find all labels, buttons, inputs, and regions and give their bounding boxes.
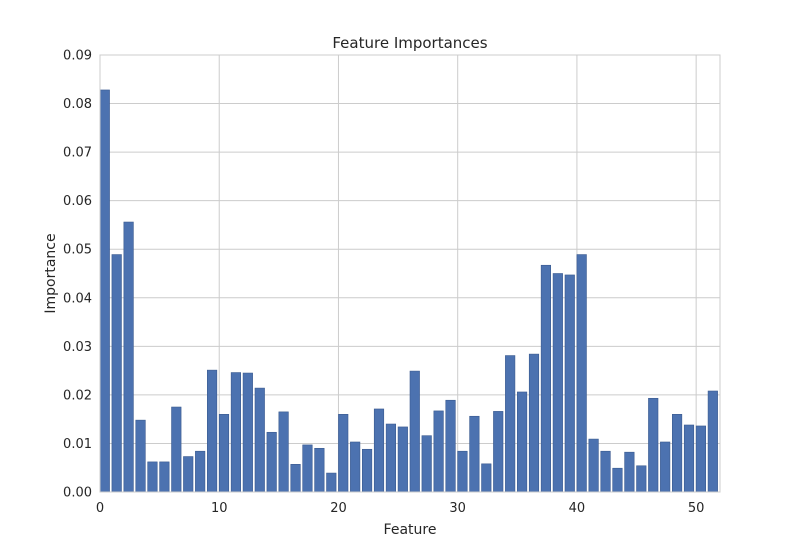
y-tick-label: 0.02 bbox=[63, 388, 92, 403]
bar bbox=[111, 254, 122, 493]
bar bbox=[457, 450, 468, 493]
y-tick-label: 0.08 bbox=[63, 97, 92, 112]
bar bbox=[326, 472, 337, 493]
bar bbox=[648, 397, 659, 493]
bar bbox=[302, 444, 313, 493]
y-axis-label: Importance bbox=[43, 233, 59, 313]
y-tick-label: 0.03 bbox=[63, 340, 92, 355]
bar bbox=[314, 447, 325, 493]
bar bbox=[588, 438, 599, 493]
bar bbox=[254, 387, 265, 493]
bar bbox=[481, 463, 492, 493]
y-tick-label: 0.06 bbox=[63, 194, 92, 209]
bar bbox=[278, 411, 289, 493]
x-tick-label: 40 bbox=[569, 501, 586, 516]
bar bbox=[338, 414, 349, 493]
bar bbox=[207, 369, 218, 493]
bar bbox=[183, 456, 194, 493]
bar bbox=[230, 372, 241, 493]
bar bbox=[624, 451, 635, 493]
bar bbox=[636, 465, 647, 493]
bar bbox=[147, 461, 158, 493]
y-tick-label: 0.00 bbox=[63, 486, 92, 501]
bar bbox=[493, 411, 504, 493]
bar bbox=[290, 464, 301, 493]
bar bbox=[576, 254, 587, 493]
x-tick-label: 50 bbox=[688, 501, 705, 516]
bar bbox=[564, 274, 575, 493]
bar bbox=[695, 425, 706, 493]
bars bbox=[99, 89, 718, 493]
bar bbox=[517, 391, 528, 493]
y-tick-labels: 0.00 0.01 0.02 0.03 0.04 0.05 0.06 0.07 0.08 0.09 bbox=[63, 49, 92, 501]
y-tick-label: 0.07 bbox=[63, 146, 92, 161]
y-tick-label: 0.04 bbox=[63, 291, 92, 306]
plot-frame bbox=[99, 54, 721, 493]
y-tick-label: 0.01 bbox=[63, 437, 92, 452]
bar bbox=[409, 370, 420, 493]
y-tick-label: 0.09 bbox=[63, 49, 92, 64]
bar bbox=[266, 431, 277, 493]
bar bbox=[373, 408, 385, 493]
x-tick-label: 10 bbox=[211, 501, 228, 516]
bar bbox=[242, 372, 253, 493]
bar bbox=[362, 448, 373, 493]
bar bbox=[421, 435, 432, 493]
bar bbox=[612, 467, 623, 493]
bar bbox=[600, 450, 611, 493]
x-tick-label: 20 bbox=[330, 501, 347, 516]
bar bbox=[159, 461, 170, 493]
y-tick-label: 0.05 bbox=[63, 243, 92, 258]
bar bbox=[99, 89, 110, 493]
bar bbox=[135, 419, 146, 493]
bar bbox=[397, 426, 408, 493]
bar bbox=[528, 353, 540, 493]
bar bbox=[683, 424, 695, 493]
bar bbox=[540, 264, 551, 493]
bar bbox=[385, 423, 396, 493]
bar bbox=[660, 441, 671, 493]
x-tick-label: 30 bbox=[449, 501, 466, 516]
bar bbox=[218, 414, 230, 493]
bar bbox=[433, 410, 444, 493]
bar bbox=[171, 406, 182, 493]
bar bbox=[552, 273, 563, 493]
bar bbox=[445, 399, 456, 493]
bar bbox=[707, 390, 718, 493]
x-axis-label: Feature bbox=[384, 522, 437, 538]
bar bbox=[672, 414, 683, 493]
x-tick-label: 0 bbox=[96, 501, 104, 516]
bar bbox=[505, 355, 516, 493]
bar bbox=[195, 450, 206, 493]
bar bbox=[350, 441, 361, 493]
bar bbox=[469, 415, 480, 493]
x-tick-labels: 0 10 20 30 40 50 bbox=[96, 501, 705, 516]
bar bbox=[123, 221, 134, 493]
chart-title: Feature Importances bbox=[332, 34, 487, 52]
